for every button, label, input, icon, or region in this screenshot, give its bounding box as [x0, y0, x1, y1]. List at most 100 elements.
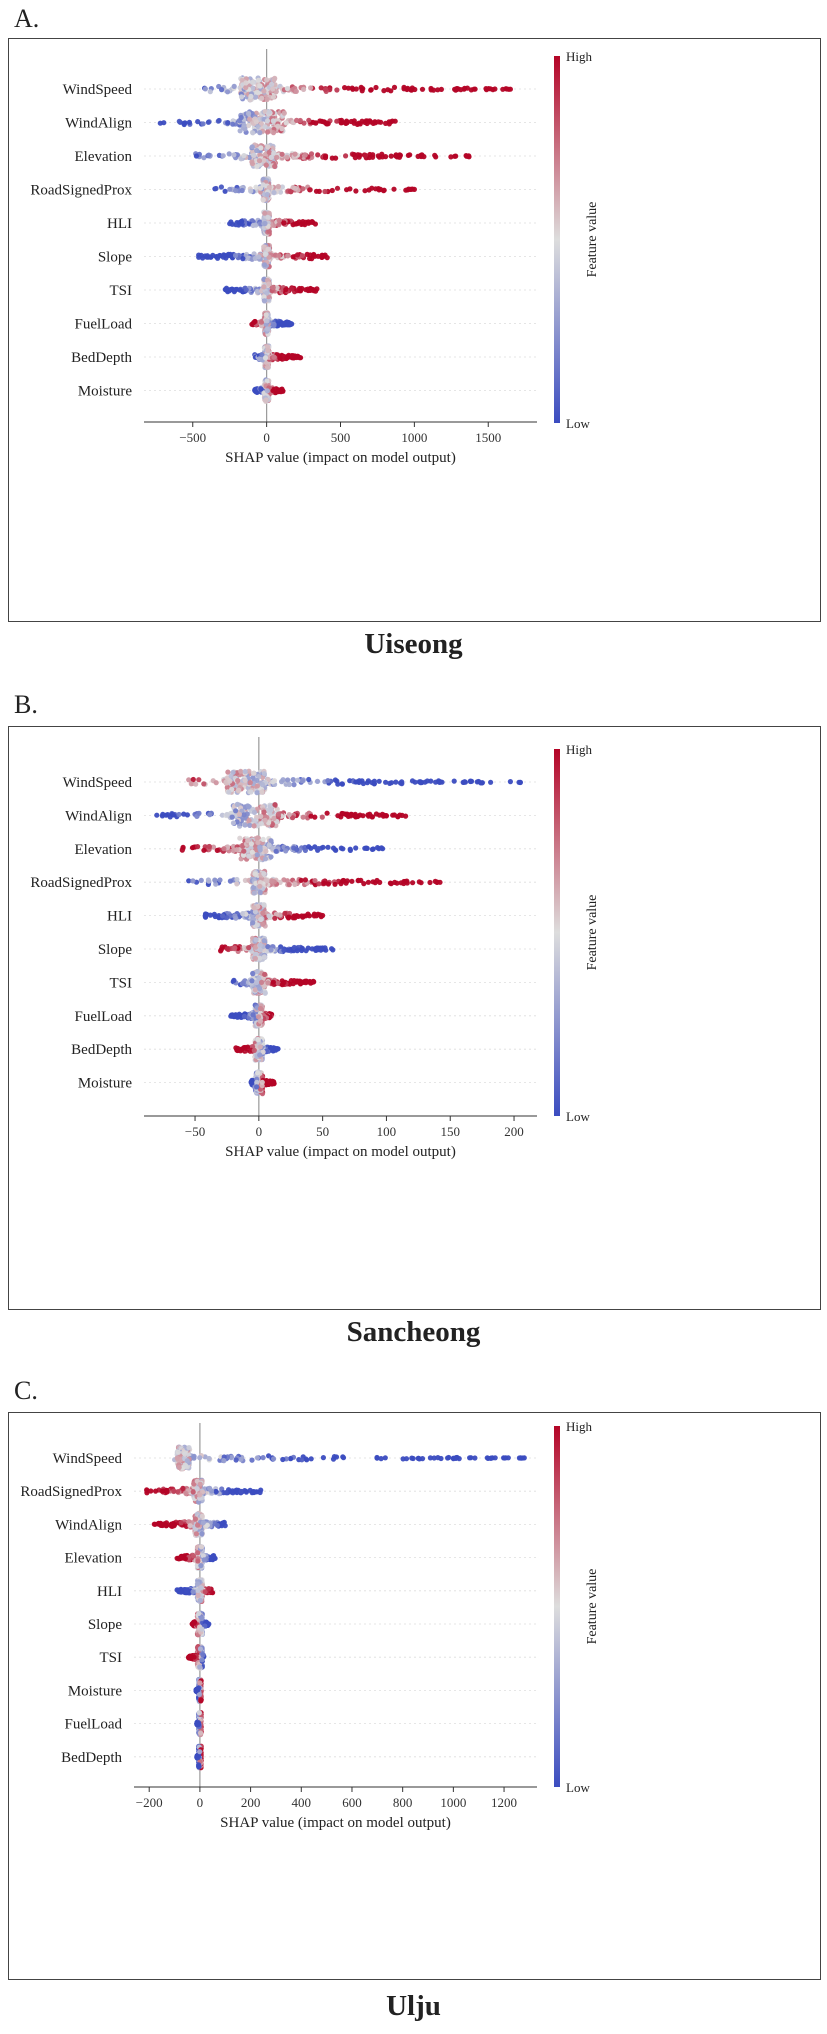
shap-point: [243, 287, 249, 293]
shap-point: [287, 188, 293, 195]
feature-label: Elevation: [75, 842, 133, 858]
shap-point: [323, 947, 329, 953]
shap-point: [335, 781, 341, 787]
shap-point: [362, 152, 369, 158]
shap-point: [216, 152, 222, 158]
shap-point: [233, 252, 239, 259]
feature-label: HLI: [107, 216, 132, 232]
shap-point: [260, 1049, 266, 1055]
shap-point: [297, 288, 303, 294]
x-tick-label: −500: [179, 430, 206, 445]
shap-point: [254, 922, 260, 928]
shap-point: [279, 982, 285, 988]
shap-point: [265, 215, 271, 221]
shap-point: [279, 126, 285, 132]
shap-point: [250, 222, 256, 229]
shap-point: [266, 109, 272, 115]
shap-point: [253, 944, 259, 950]
shap-point: [382, 1455, 388, 1461]
shap-point: [283, 120, 289, 126]
shap-point: [258, 386, 264, 392]
shap-point: [349, 878, 355, 884]
shap-point: [252, 909, 258, 915]
shap-point: [284, 355, 290, 361]
shap-point: [516, 779, 522, 785]
shap-point: [386, 121, 392, 127]
shap-point: [227, 778, 233, 784]
x-axis-title: SHAP value (impact on model output): [225, 1144, 456, 1160]
shap-point: [236, 787, 242, 793]
shap-point: [244, 1044, 251, 1050]
shap-point: [409, 186, 415, 192]
shap-point: [353, 813, 359, 819]
shap-point: [258, 145, 264, 151]
shap-point: [377, 879, 383, 885]
shap-point: [333, 1454, 340, 1460]
shap-point: [270, 94, 277, 100]
shap-point: [235, 1046, 241, 1053]
shap-point: [254, 968, 260, 975]
shap-point: [275, 980, 281, 986]
feature-label: WindSpeed: [63, 775, 133, 791]
shap-point: [269, 878, 275, 884]
shap-point: [264, 364, 271, 370]
beeswarm-row-fuelload: [249, 310, 295, 338]
shap-point: [311, 251, 317, 258]
shap-point: [255, 77, 262, 83]
shap-point: [271, 354, 277, 360]
feature-label: Moisture: [78, 384, 133, 400]
shap-point: [306, 776, 312, 783]
shap-point: [347, 186, 353, 192]
colorbar-title: Feature value: [585, 895, 600, 971]
shap-point: [405, 85, 411, 91]
beeswarm-row-fuelload: [228, 1002, 275, 1029]
beeswarm-row-windspeed: [202, 75, 513, 103]
shap-point: [332, 777, 338, 783]
shap-point: [248, 188, 254, 194]
shap-point: [306, 117, 312, 123]
shap-point: [253, 937, 259, 943]
shap-point: [255, 835, 261, 841]
shap-point: [483, 86, 489, 92]
beeswarm-row-windspeed: [172, 1444, 527, 1472]
shap-point: [234, 801, 240, 807]
shap-point: [251, 1047, 257, 1053]
shap-point: [307, 255, 313, 262]
x-axis-title: SHAP value (impact on model output): [225, 450, 456, 466]
shap-point: [263, 848, 269, 854]
shap-beeswarm-chart-ulju: WindSpeedRoadSignedProxWindAlignElevatio…: [20, 1419, 600, 1831]
shap-point: [186, 777, 192, 783]
shap-point: [274, 285, 280, 291]
shap-point: [283, 287, 289, 293]
beeswarm-row-hli: [227, 209, 318, 237]
shap-point: [231, 83, 237, 89]
shap-point: [398, 880, 404, 886]
shap-point: [252, 94, 259, 100]
shap-point: [205, 119, 211, 125]
shap-point: [453, 87, 459, 93]
shap-point: [281, 110, 287, 116]
beeswarm-row-tsi: [222, 276, 320, 304]
shap-point: [397, 812, 403, 818]
shap-point: [325, 844, 331, 850]
shap-point: [259, 781, 265, 788]
shap-point: [238, 94, 245, 100]
x-tick-label: 200: [504, 1124, 524, 1139]
shap-point: [387, 880, 393, 886]
shap-point: [254, 148, 260, 154]
shap-point: [256, 975, 262, 982]
shap-point: [303, 978, 309, 984]
shap-point: [308, 845, 314, 851]
shap-point: [369, 846, 375, 852]
shap-point: [239, 1046, 245, 1052]
x-tick-label: 150: [440, 1124, 460, 1139]
colorbar-high-label: High: [566, 49, 593, 64]
shap-point: [308, 85, 314, 91]
shap-point: [307, 187, 313, 193]
shap-point: [266, 842, 272, 848]
shap-point: [437, 779, 443, 785]
shap-point: [261, 294, 267, 300]
shap-point: [237, 287, 243, 293]
shap-point: [391, 186, 397, 192]
shap-point: [265, 144, 271, 150]
